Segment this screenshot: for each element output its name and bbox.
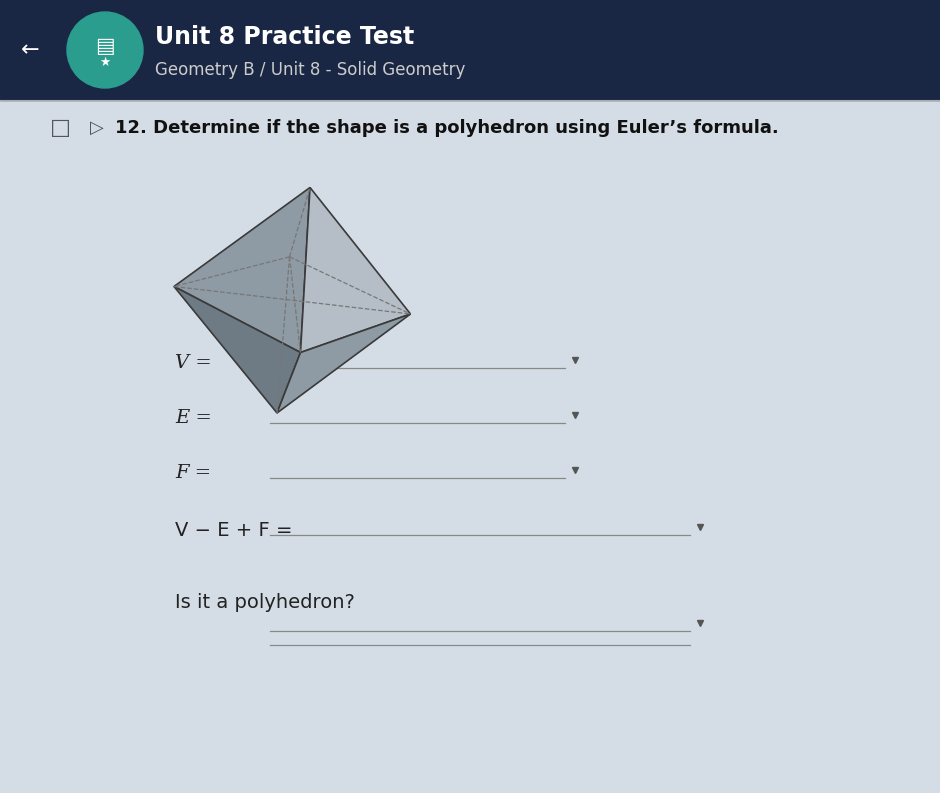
Polygon shape	[277, 314, 411, 413]
Text: V − E + F =: V − E + F =	[175, 520, 292, 539]
Polygon shape	[277, 257, 411, 413]
Polygon shape	[174, 187, 310, 353]
Polygon shape	[174, 187, 310, 286]
Circle shape	[67, 12, 143, 88]
Polygon shape	[290, 187, 411, 314]
Polygon shape	[301, 187, 411, 353]
Text: ★: ★	[100, 56, 111, 68]
Text: E =: E =	[175, 409, 212, 427]
Text: F =: F =	[175, 464, 212, 482]
Text: ←: ←	[21, 40, 39, 60]
Text: 12. Determine if the shape is a polyhedron using Euler’s formula.: 12. Determine if the shape is a polyhedr…	[115, 119, 778, 137]
Text: Unit 8 Practice Test: Unit 8 Practice Test	[155, 25, 415, 49]
Text: Geometry B / Unit 8 - Solid Geometry: Geometry B / Unit 8 - Solid Geometry	[155, 61, 465, 79]
Text: ▤: ▤	[95, 36, 115, 56]
Polygon shape	[174, 257, 290, 413]
Text: ▷: ▷	[90, 119, 104, 137]
Bar	[0, 0, 940, 100]
Polygon shape	[174, 286, 301, 413]
Text: V =: V =	[175, 354, 212, 372]
Text: Is it a polyhedron?: Is it a polyhedron?	[175, 593, 355, 612]
Text: □: □	[50, 118, 71, 138]
